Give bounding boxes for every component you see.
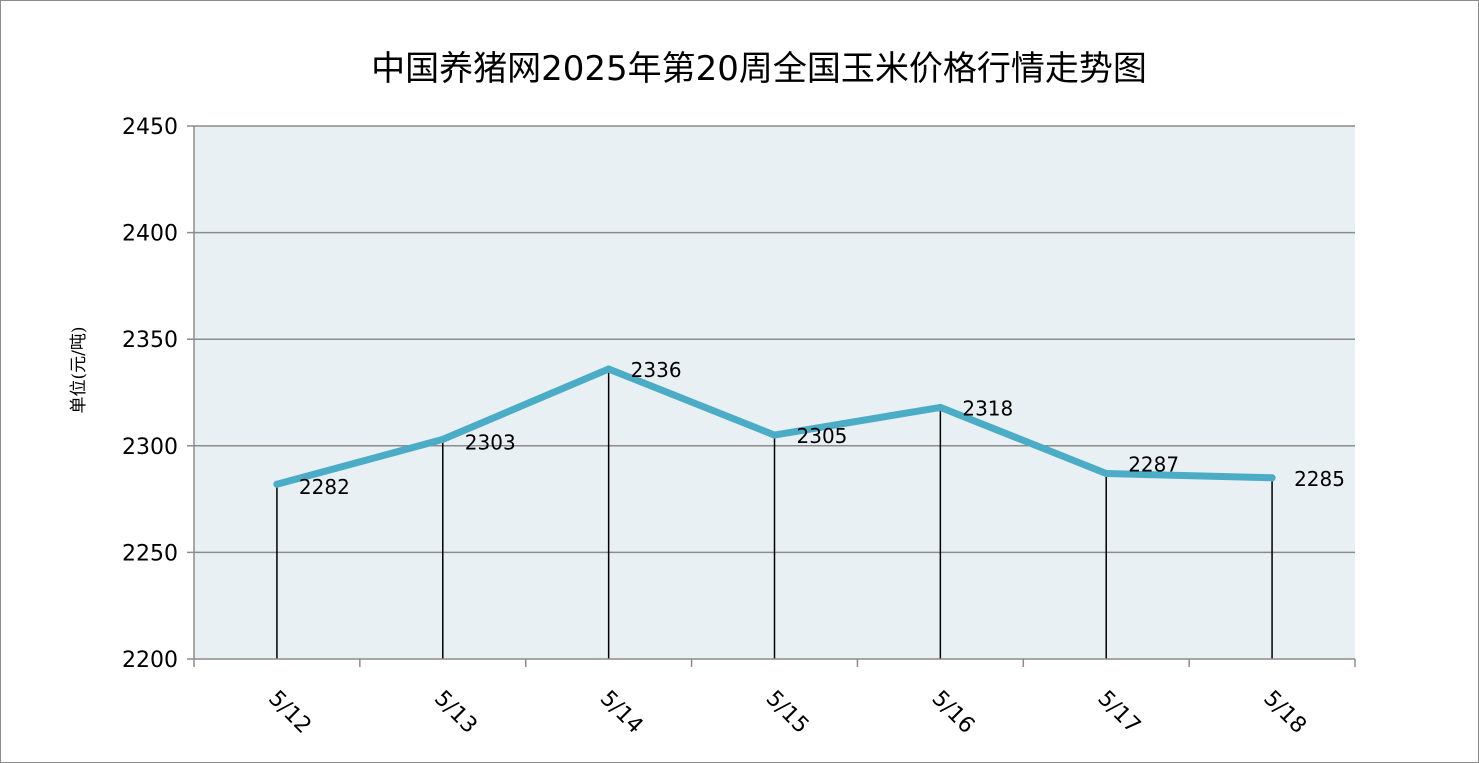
price-series (273, 365, 1276, 488)
data-point-5/15 (771, 431, 778, 439)
data-label: 2318 (962, 396, 1013, 420)
y-axis-label: 单位(元/吨) (69, 327, 89, 414)
data-label: 2336 (631, 358, 682, 382)
y-tick-label: 2350 (122, 328, 178, 353)
data-point-5/14 (605, 365, 613, 373)
y-tick-label: 2200 (122, 648, 178, 673)
x-tick-label: 5/16 (927, 686, 980, 739)
data-label: 2305 (797, 424, 848, 448)
data-label: 2287 (1128, 453, 1179, 477)
y-tick-label: 2400 (122, 222, 178, 247)
y-tick-label: 2300 (122, 435, 178, 460)
data-label: 2282 (299, 475, 350, 499)
data-point-5/18 (1268, 474, 1276, 482)
x-tick-label: 5/17 (1093, 686, 1146, 739)
axes (193, 126, 1356, 667)
data-point-5/17 (1102, 470, 1110, 478)
data-label: 2285 (1294, 467, 1345, 491)
x-tick-label: 5/18 (1258, 686, 1311, 739)
y-tick-label: 2250 (122, 541, 178, 566)
y-tick-labels: 2200 2250 2300 2350 2400 2450 (122, 115, 178, 673)
chart-title: 中国养猪网2025年第20周全国玉米价格行情走势图 (371, 49, 1147, 89)
data-labels: 2282 2303 2336 2305 2318 2287 2285 (299, 358, 1345, 499)
y-tick-label: 2450 (122, 115, 178, 140)
x-tick-label: 5/13 (429, 686, 482, 739)
data-point-5/12 (273, 480, 281, 488)
data-point-5/16 (936, 403, 944, 411)
data-point-5/13 (439, 435, 447, 443)
x-tick-label: 5/15 (761, 686, 814, 739)
x-tick-label: 5/14 (595, 686, 648, 739)
data-label: 2303 (465, 430, 516, 454)
x-tick-labels: 5/12 5/13 5/14 5/15 5/16 5/17 5/18 (263, 686, 1311, 739)
drop-lines (276, 369, 1273, 659)
x-tick-label: 5/12 (263, 686, 316, 739)
